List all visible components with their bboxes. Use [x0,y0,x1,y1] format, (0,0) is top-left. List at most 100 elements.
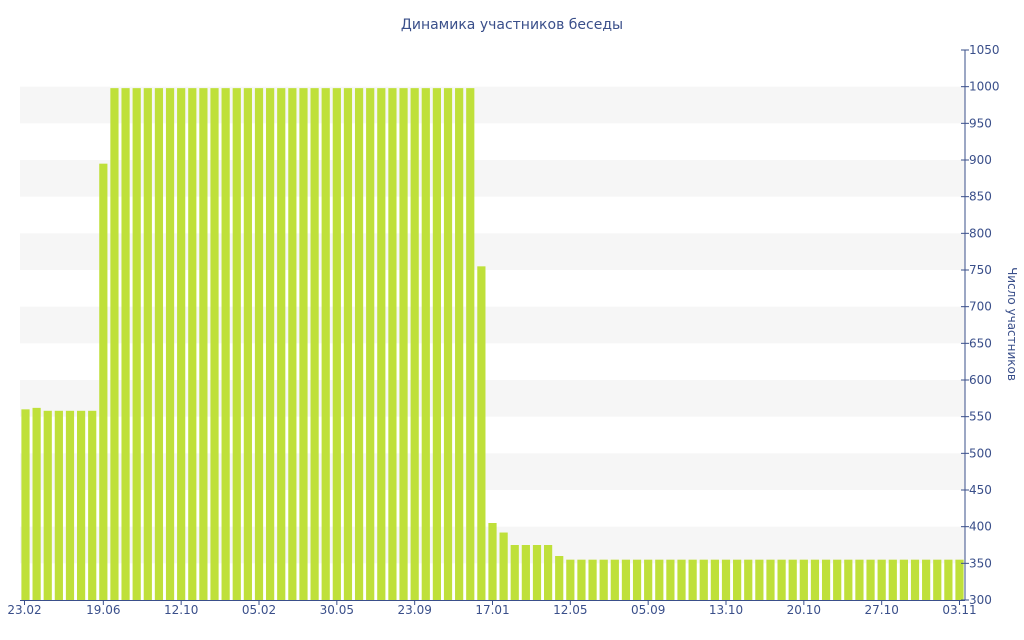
bar [888,559,897,600]
bar [555,556,564,600]
bar [655,559,664,600]
bar [199,88,208,600]
bar [577,559,586,600]
bar [488,523,497,600]
x-tick-label: 27.10 [864,603,898,617]
x-axis: 23.02 19.06 12.10 05.02 30.05 23.09 17.01 12.05… [7,600,977,617]
bar [777,559,786,600]
x-tick-label: 23.09 [397,603,431,617]
bar [310,88,319,600]
bar [621,559,631,600]
bar [721,559,731,600]
bar [154,88,164,600]
bar [377,88,386,600]
bar [354,88,364,600]
bar [466,88,475,600]
bar [532,545,542,600]
y-tick-label: 1050 [969,43,1000,57]
bar [455,88,464,600]
y-tick-label: 950 [969,116,992,130]
bar [188,88,197,600]
bar [955,559,964,600]
y-tick-label: 650 [969,336,992,350]
x-tick-label: 20.10 [787,603,821,617]
x-tick-label: 03.11 [942,603,976,617]
bar [43,410,52,600]
bar [910,559,920,600]
bar [933,559,942,600]
bar [143,88,152,600]
bar [21,409,30,600]
bar [32,407,41,600]
bar [733,559,742,600]
y-tick-label: 750 [969,263,992,277]
bar [855,559,864,600]
x-tick-label: 12.10 [164,603,198,617]
bar [165,88,175,600]
x-tick-label: 19.06 [86,603,120,617]
bar [566,559,575,600]
bar [121,88,130,600]
bar [277,88,286,600]
y-tick-label: 900 [969,153,992,167]
bar [688,559,697,600]
bar [599,559,608,600]
y-tick-label: 550 [969,410,992,424]
bar [77,410,86,600]
bar [922,559,931,600]
bar [177,88,186,600]
bar [788,559,797,600]
x-tick-label: 23.02 [7,603,41,617]
x-tick-label: 13.10 [709,603,743,617]
bar [421,88,430,600]
bar [521,545,530,600]
bar [299,88,308,600]
bar [899,559,908,600]
bar [65,410,75,600]
bar [810,559,820,600]
bar [477,266,486,600]
bar [132,88,141,600]
bar [110,88,119,600]
y-tick-label: 850 [969,190,992,204]
bar [410,88,419,600]
bar [510,545,519,600]
y-tick-label: 1000 [969,80,1000,94]
y-axis: 300 350 400 450 500 550 600 650 700 750 800 850 900 9… [961,43,1000,607]
bar [744,559,753,600]
bar [710,559,719,600]
x-tick-label: 17.01 [475,603,509,617]
bar [399,88,408,600]
bar [54,410,63,600]
bar [210,88,219,600]
bar [877,559,886,600]
bars-group [21,88,964,601]
y-tick-label: 600 [969,373,992,387]
bar [610,559,619,600]
bar [844,559,853,600]
bar [432,88,441,600]
bar [588,559,597,600]
bar [388,88,397,600]
bar [821,559,831,600]
y-tick-label: 300 [969,593,992,607]
bar [699,559,708,600]
y-tick-label: 800 [969,226,992,240]
bar [99,163,108,601]
x-tick-label: 12.05 [553,603,587,617]
bar [243,88,252,600]
bar [944,559,953,600]
bar [266,88,275,600]
x-tick-label: 30.05 [320,603,354,617]
y-tick-label: 500 [969,446,992,460]
bar [499,532,508,600]
bar [88,410,97,600]
bar [677,559,686,600]
bar [254,88,264,600]
bar [321,88,330,600]
x-tick-label: 05.09 [631,603,665,617]
y-tick-label: 700 [969,300,992,314]
y-axis-title: Число участников [1005,267,1019,381]
